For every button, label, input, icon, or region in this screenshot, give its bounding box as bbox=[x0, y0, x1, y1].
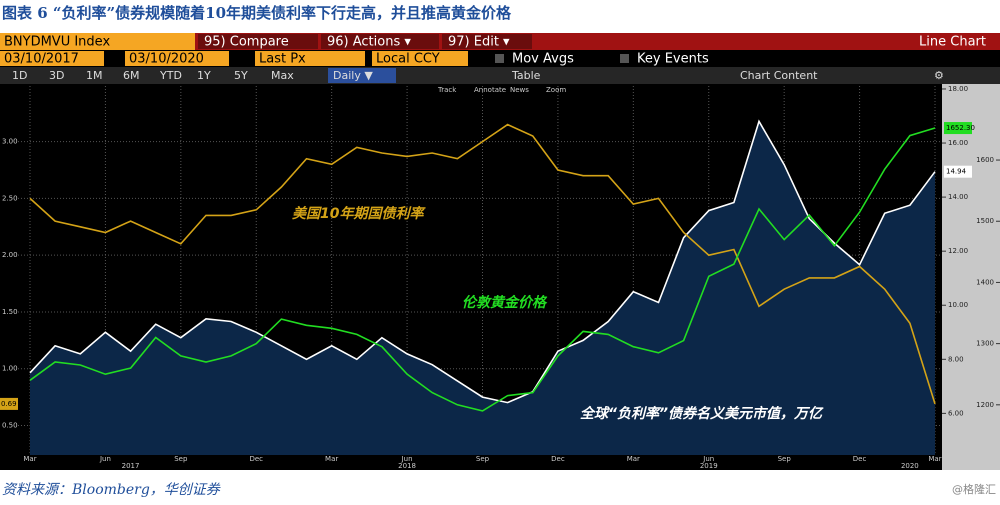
range-button[interactable]: Max bbox=[271, 69, 294, 82]
line bbox=[29, 127, 936, 412]
range-button[interactable]: 6M bbox=[123, 69, 140, 82]
y-tick-label: 1.50 bbox=[2, 308, 18, 316]
y2-tick-label: 14.00 bbox=[948, 193, 968, 201]
y2-tick-label: 10.00 bbox=[948, 301, 968, 309]
currency-box[interactable] bbox=[372, 51, 468, 66]
x-year-label: 2019 bbox=[700, 462, 718, 470]
y3-tick-label: 1400 bbox=[976, 278, 994, 286]
range-button[interactable]: 1D bbox=[12, 69, 27, 82]
x-year-label: 2018 bbox=[398, 462, 416, 470]
chart-tool[interactable]: Track bbox=[437, 86, 457, 94]
watermark: @格隆汇 bbox=[952, 482, 996, 496]
frequency[interactable]: Daily ▼ bbox=[333, 69, 373, 82]
field-box[interactable] bbox=[255, 51, 365, 66]
y2-tick-label: 6.00 bbox=[948, 409, 964, 417]
x-tick-label: Dec bbox=[853, 455, 867, 463]
x-tick-label: Sep bbox=[174, 455, 188, 463]
source: 资料来源：Bloomberg，华创证券 bbox=[2, 482, 221, 498]
range-button[interactable]: 1Y bbox=[197, 69, 211, 82]
last-value-badge bbox=[0, 397, 18, 410]
y2-tick-label: 16.00 bbox=[948, 139, 968, 147]
last-value-badge bbox=[944, 122, 972, 135]
y3-tick-label: 1200 bbox=[976, 401, 994, 409]
y-tick-label: 1.00 bbox=[2, 365, 18, 373]
x-tick-label: Mar bbox=[928, 455, 941, 463]
x-tick-label: Jun bbox=[99, 455, 111, 463]
toolbar-bar bbox=[0, 67, 1000, 84]
x-tick-label: Dec bbox=[249, 455, 263, 463]
date-box[interactable] bbox=[0, 51, 104, 66]
checkbox[interactable] bbox=[620, 54, 629, 63]
chart-tool[interactable]: Zoom bbox=[546, 86, 566, 94]
currency[interactable]: Local CCY bbox=[376, 52, 440, 67]
y-tick-label: 3.00 bbox=[2, 138, 18, 146]
frequency-box[interactable] bbox=[328, 68, 396, 83]
x-tick-label: Mar bbox=[627, 455, 640, 463]
right-axis-panel bbox=[942, 84, 1000, 470]
series-label: 全球“负利率”债券名义美元市值，万亿 bbox=[580, 405, 824, 422]
checkbox[interactable] bbox=[495, 54, 504, 63]
y-tick-label: 2.50 bbox=[2, 194, 18, 202]
x-tick-label: Sep bbox=[778, 455, 792, 463]
x-tick-label: Sep bbox=[476, 455, 490, 463]
start-date[interactable]: 03/10/2017 bbox=[4, 52, 79, 67]
ticker-box[interactable] bbox=[0, 33, 195, 50]
mov-avgs[interactable]: Mov Avgs bbox=[512, 52, 574, 67]
end-date[interactable]: 03/10/2020 bbox=[129, 52, 204, 67]
edit-button[interactable]: 97) Edit ▾ bbox=[448, 35, 510, 50]
y2-tick-label: 18.00 bbox=[948, 85, 968, 93]
line bbox=[29, 119, 936, 404]
chart-kind: Line Chart bbox=[919, 35, 986, 50]
series-label: 伦敦黄金价格 bbox=[462, 294, 548, 311]
series-label: 美国10年期国债利率 bbox=[292, 205, 426, 222]
last-value: 14.94 bbox=[946, 168, 967, 176]
x-year-label: 2020 bbox=[901, 462, 919, 470]
y2-tick-label: 12.00 bbox=[948, 247, 968, 255]
settings-icon[interactable]: ⚙ bbox=[934, 69, 944, 82]
x-tick-label: Jun bbox=[401, 455, 413, 463]
key-events[interactable]: Key Events bbox=[637, 52, 709, 67]
x-tick-label: Dec bbox=[551, 455, 565, 463]
compare-button[interactable]: 95) Compare bbox=[204, 35, 289, 50]
x-tick-label: Mar bbox=[325, 455, 338, 463]
ticker[interactable]: BNYDMVU Index bbox=[4, 35, 110, 50]
y-tick-label: 0.50 bbox=[2, 421, 18, 429]
y3-tick-label: 1600 bbox=[976, 156, 994, 164]
y2-tick-label: 8.00 bbox=[948, 355, 964, 363]
last-value: 1652.30 bbox=[946, 124, 975, 132]
chart-content-button[interactable]: Chart Content bbox=[740, 69, 818, 82]
actions-button[interactable]: 96) Actions ▾ bbox=[327, 35, 411, 50]
line bbox=[29, 123, 936, 405]
table-button[interactable]: Table bbox=[511, 69, 541, 82]
range-button[interactable]: 5Y bbox=[234, 69, 248, 82]
x-tick-label: Jun bbox=[702, 455, 714, 463]
range-button[interactable]: 3D bbox=[49, 69, 64, 82]
last-value-badge bbox=[944, 165, 972, 178]
button[interactable] bbox=[321, 34, 439, 49]
area bbox=[30, 121, 935, 456]
button[interactable] bbox=[442, 34, 532, 49]
range-button[interactable]: 1M bbox=[86, 69, 103, 82]
y3-tick-label: 1300 bbox=[976, 340, 994, 348]
caption: 图表 6 “负利率”债券规模随着10年期美债利率下行走高，并且推高黄金价格 bbox=[2, 4, 512, 22]
y3-tick-label: 1500 bbox=[976, 217, 994, 225]
date-box[interactable] bbox=[125, 51, 229, 66]
field[interactable]: Last Px bbox=[259, 52, 306, 67]
chart-tool[interactable]: News bbox=[510, 86, 529, 94]
last-value: 0.69 bbox=[1, 400, 17, 408]
range-button[interactable]: YTD bbox=[159, 69, 182, 82]
x-tick-label: Mar bbox=[23, 455, 36, 463]
y-tick-label: 2.00 bbox=[2, 251, 18, 259]
chart-tool[interactable]: Annotate bbox=[474, 86, 506, 94]
x-year-label: 2017 bbox=[122, 462, 140, 470]
button[interactable] bbox=[198, 34, 318, 49]
